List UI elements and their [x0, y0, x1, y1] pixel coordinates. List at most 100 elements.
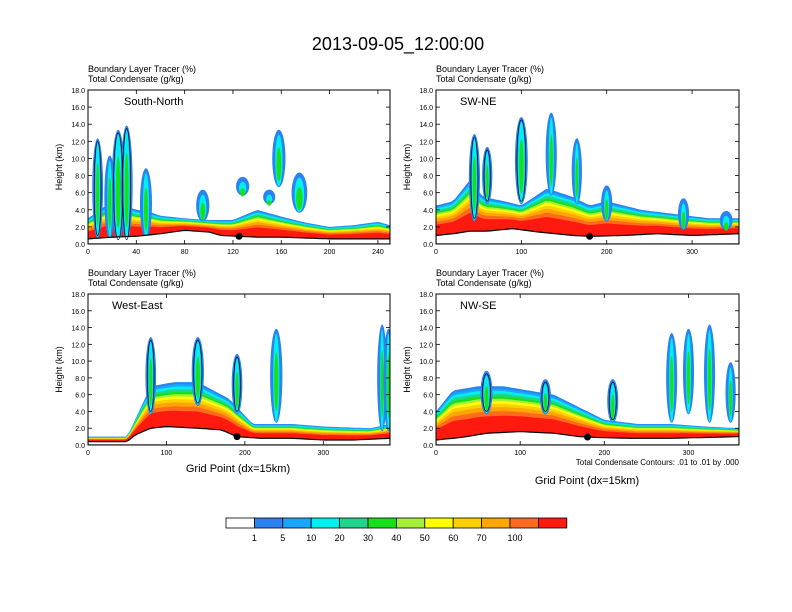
y-tick-label: 8.0 — [75, 376, 85, 383]
tracer-plume — [115, 156, 121, 228]
x-tick-label: 240 — [372, 249, 384, 256]
y-tick-label: 0.0 — [423, 443, 433, 450]
condensate-contour — [233, 356, 241, 412]
y-tick-label: 12.0 — [419, 342, 433, 349]
colorbar: 1 5 10 20 30 40 50 60 70 100 — [225, 517, 568, 543]
tracer-plume — [669, 355, 674, 412]
y-tick-label: 4.0 — [423, 208, 433, 215]
colorbar-swatch — [424, 517, 454, 529]
x-tick-label: 120 — [227, 249, 239, 256]
x-tick-label: 200 — [598, 450, 610, 457]
y-tick-label: 12.0 — [419, 139, 433, 146]
terrain — [88, 425, 390, 445]
colorbar-label: 100 — [507, 533, 522, 543]
x-tick-label: 100 — [161, 450, 173, 457]
y-axis-label: Height (km) — [54, 346, 64, 393]
colorbar-label: 70 — [477, 533, 487, 543]
y-tick-label: 14.0 — [419, 326, 433, 333]
y-tick-label: 2.0 — [423, 426, 433, 433]
x-tick-label: 200 — [601, 249, 613, 256]
tracer-plume — [240, 187, 246, 197]
tracer-plume — [681, 211, 686, 229]
y-tick-label: 8.0 — [75, 174, 85, 181]
colorbar-swatch — [310, 517, 341, 529]
tracer-plume — [543, 392, 548, 413]
plot-frame — [87, 293, 391, 446]
y-tick-label: 10.0 — [71, 359, 85, 366]
tracer-plume — [296, 187, 303, 211]
tracer-plume — [96, 163, 100, 226]
tracer-field — [88, 125, 390, 244]
tracer-plume — [611, 394, 615, 420]
y-tick-label: 6.0 — [75, 393, 85, 400]
y-tick-label: 2.0 — [75, 225, 85, 232]
y-tick-label: 2.0 — [423, 225, 433, 232]
x-tick-label: 0 — [434, 450, 438, 457]
x-tick-label: 0 — [86, 450, 90, 457]
y-tick-label: 6.0 — [423, 191, 433, 198]
contour-note: Total Condensate Contours: .01 to .01 by… — [576, 458, 740, 467]
condensate-contour — [482, 373, 491, 412]
colorbar-label: 1 — [252, 533, 257, 543]
condensate-contour — [122, 128, 132, 241]
xlabel-right: Grid Point (dx=15km) — [535, 475, 639, 487]
panel-nw-se: Boundary Layer Tracer (%)Total Condensat… — [402, 268, 740, 457]
tracer-field — [436, 324, 739, 445]
condensate-contour — [541, 381, 550, 412]
plot-frame — [435, 293, 740, 446]
tracer-field — [436, 112, 739, 244]
y-tick-label: 4.0 — [423, 409, 433, 416]
colorbar-swatch — [225, 517, 255, 529]
y-tick-label: 18.0 — [419, 292, 433, 299]
tracer-plume — [143, 187, 148, 231]
colorbar-label: 5 — [280, 533, 285, 543]
panel-name: South-North — [124, 96, 183, 108]
y-tick-label: 0.0 — [75, 443, 85, 450]
y-tick-label: 16.0 — [71, 309, 85, 316]
colorbar-swatch — [367, 517, 397, 529]
colorbar-label: 40 — [391, 533, 401, 543]
y-tick-label: 18.0 — [419, 88, 433, 95]
y-tick-label: 4.0 — [75, 208, 85, 215]
y-tick-label: 4.0 — [75, 409, 85, 416]
station-marker — [233, 433, 241, 441]
panel-name: NW-SE — [460, 300, 496, 312]
panel-sw-ne: Boundary Layer Tracer (%)Total Condensat… — [402, 64, 740, 256]
x-tick-label: 200 — [324, 249, 336, 256]
tracer-plume — [380, 350, 384, 418]
tracer-plume — [235, 372, 239, 409]
panel-south-north: Boundary Layer Tracer (%)Total Condensat… — [54, 64, 391, 256]
tracer-plume — [276, 147, 282, 182]
panel-label-tracer: Boundary Layer Tracer (%) — [88, 64, 196, 74]
y-tick-label: 10.0 — [71, 156, 85, 163]
tracer-plume — [485, 164, 489, 199]
y-tick-label: 6.0 — [423, 393, 433, 400]
station-marker — [235, 232, 243, 240]
y-tick-label: 0.0 — [423, 242, 433, 249]
condensate-contour — [483, 149, 491, 202]
panel-name: SW-NE — [460, 96, 496, 108]
colorbar-label: 60 — [448, 533, 458, 543]
tracer-plume — [124, 153, 129, 228]
tracer-plume — [200, 202, 206, 221]
y-tick-label: 18.0 — [71, 88, 85, 95]
panel-label-tracer: Boundary Layer Tracer (%) — [436, 268, 544, 278]
tracer-plume — [274, 352, 279, 412]
y-tick-label: 14.0 — [419, 122, 433, 129]
tracer-plume — [387, 353, 390, 419]
colorbar-label: 20 — [335, 533, 345, 543]
colorbar-swatch — [452, 517, 483, 529]
colorbar-swatch — [253, 517, 284, 529]
colorbar-swatch — [509, 517, 539, 529]
x-tick-label: 40 — [132, 249, 140, 256]
colorbar-swatch — [395, 517, 426, 529]
plot-frame — [435, 89, 740, 245]
tracer-plume — [575, 157, 579, 198]
colorbar-swatch — [282, 517, 312, 529]
y-tick-label: 18.0 — [71, 292, 85, 299]
x-tick-label: 100 — [516, 249, 528, 256]
x-tick-label: 200 — [239, 450, 251, 457]
station-marker — [586, 232, 594, 240]
station-marker — [584, 433, 591, 441]
y-tick-label: 10.0 — [419, 156, 433, 163]
